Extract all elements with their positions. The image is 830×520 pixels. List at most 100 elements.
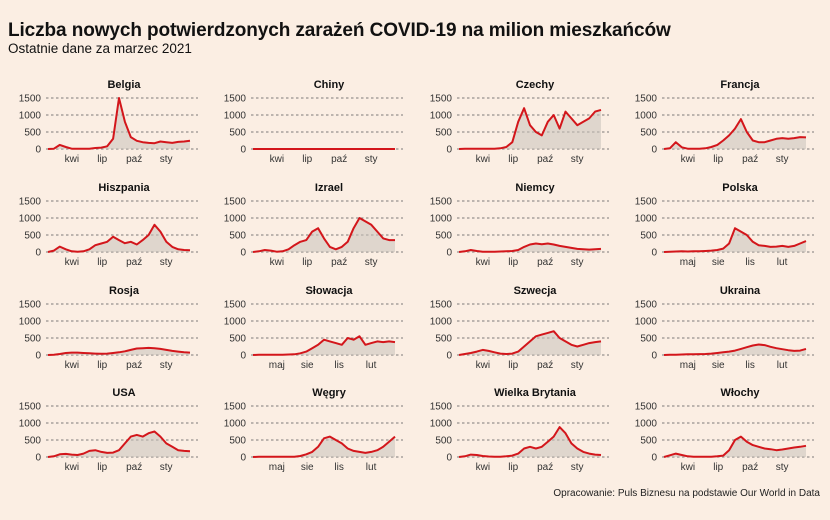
x-tick-label: lut xyxy=(777,257,788,268)
x-tick-label: sty xyxy=(160,257,173,268)
series-line xyxy=(47,223,191,253)
y-tick-label: 1500 xyxy=(430,94,453,105)
y-tick-label: 1500 xyxy=(635,94,658,105)
x-tick-label: sie xyxy=(712,257,725,268)
x-tick-label: paź xyxy=(537,257,553,268)
x-tick-label: sty xyxy=(160,462,173,473)
series-line xyxy=(47,97,191,150)
x-tick-label: sty xyxy=(571,462,584,473)
x-tick-label: lis xyxy=(745,257,754,268)
y-tick-label: 0 xyxy=(35,145,41,156)
x-tick-label: paź xyxy=(537,360,553,371)
y-tick-label: 1000 xyxy=(224,419,247,430)
y-tick-label: 0 xyxy=(240,453,246,464)
panel-title: Niemcy xyxy=(515,182,555,194)
y-tick-label: 1500 xyxy=(19,197,42,208)
x-tick-label: paź xyxy=(126,154,142,165)
panel-title: Węgry xyxy=(312,387,347,399)
series-area xyxy=(253,336,395,355)
source-note: Opracowanie: Puls Biznesu na podstawie O… xyxy=(553,488,820,499)
series-area xyxy=(664,228,806,252)
x-tick-label: lis xyxy=(745,360,754,371)
x-tick-label: lip xyxy=(97,257,107,268)
series-line xyxy=(458,242,602,253)
panel-węgry: Węgry 0 500 1000 1500 maj sie lis lut xyxy=(224,387,403,473)
y-tick-label: 500 xyxy=(24,436,41,447)
x-tick-label: kwi xyxy=(270,257,284,268)
panel-title: Francja xyxy=(720,79,760,91)
x-tick-label: kwi xyxy=(65,462,79,473)
y-tick-label: 1500 xyxy=(19,300,42,311)
y-tick-label: 0 xyxy=(651,145,657,156)
y-tick-label: 1000 xyxy=(430,111,453,122)
series-line xyxy=(663,343,807,356)
x-tick-label: lip xyxy=(713,154,723,165)
x-tick-label: sty xyxy=(776,154,789,165)
y-tick-label: 0 xyxy=(651,453,657,464)
x-tick-label: paź xyxy=(126,360,142,371)
y-tick-label: 0 xyxy=(446,351,452,362)
series-area xyxy=(253,218,395,252)
series-line xyxy=(252,435,396,458)
panel-izrael: Izrael 0 500 1000 1500 kwi lip paź sty xyxy=(224,182,403,268)
y-tick-label: 1500 xyxy=(224,197,247,208)
y-tick-label: 1500 xyxy=(430,402,453,413)
series-line xyxy=(47,346,191,356)
x-tick-label: paź xyxy=(331,154,347,165)
y-tick-label: 1500 xyxy=(635,402,658,413)
y-tick-label: 1000 xyxy=(224,111,247,122)
series-area xyxy=(459,427,601,457)
panel-title: Chiny xyxy=(314,79,345,91)
y-tick-label: 500 xyxy=(229,128,246,139)
y-tick-label: 0 xyxy=(446,248,452,259)
y-tick-label: 0 xyxy=(240,248,246,259)
y-tick-label: 1000 xyxy=(430,317,453,328)
y-tick-label: 0 xyxy=(651,248,657,259)
x-tick-label: lip xyxy=(97,154,107,165)
panel-title: USA xyxy=(112,387,135,399)
y-tick-label: 1000 xyxy=(19,111,42,122)
series-line xyxy=(663,227,807,253)
panel-title: Włochy xyxy=(720,387,760,399)
panel-hiszpania: Hiszpania 0 500 1000 1500 kwi lip paź sty xyxy=(19,182,198,268)
panel-szwecja: Szwecja 0 500 1000 1500 kwi lip paź sty xyxy=(430,285,609,371)
x-tick-label: sty xyxy=(571,154,584,165)
x-tick-label: kwi xyxy=(476,360,490,371)
x-tick-label: sty xyxy=(160,360,173,371)
y-tick-label: 1500 xyxy=(224,300,247,311)
x-tick-label: lip xyxy=(713,462,723,473)
panel-chiny: Chiny 0 500 1000 1500 kwi lip paź sty xyxy=(224,79,403,165)
x-tick-label: paź xyxy=(742,154,758,165)
x-tick-label: lip xyxy=(97,462,107,473)
y-tick-label: 1000 xyxy=(635,214,658,225)
x-tick-label: maj xyxy=(269,462,285,473)
panel-title: Szwecja xyxy=(514,285,558,297)
x-tick-label: sty xyxy=(365,257,378,268)
y-tick-label: 500 xyxy=(24,334,41,345)
y-tick-label: 1000 xyxy=(19,317,42,328)
x-tick-label: lut xyxy=(777,360,788,371)
x-tick-label: sty xyxy=(571,257,584,268)
y-tick-label: 500 xyxy=(435,436,452,447)
x-tick-label: lip xyxy=(302,154,312,165)
y-tick-label: 0 xyxy=(240,145,246,156)
y-tick-label: 1000 xyxy=(224,214,247,225)
series-area xyxy=(664,436,806,457)
series-line xyxy=(663,118,807,150)
y-tick-label: 1000 xyxy=(635,419,658,430)
x-tick-label: lip xyxy=(508,154,518,165)
x-tick-label: lis xyxy=(334,462,343,473)
y-tick-label: 500 xyxy=(24,128,41,139)
y-tick-label: 1500 xyxy=(635,300,658,311)
x-tick-label: sie xyxy=(301,360,314,371)
x-tick-label: lut xyxy=(366,360,377,371)
x-tick-label: sie xyxy=(712,360,725,371)
panel-title: Wielka Brytania xyxy=(494,387,577,399)
y-tick-label: 0 xyxy=(651,351,657,362)
series-area xyxy=(48,224,190,252)
y-tick-label: 500 xyxy=(640,334,657,345)
y-tick-label: 1500 xyxy=(635,197,658,208)
series-area xyxy=(48,431,190,457)
panel-rosja: Rosja 0 500 1000 1500 kwi lip paź sty xyxy=(19,285,198,371)
